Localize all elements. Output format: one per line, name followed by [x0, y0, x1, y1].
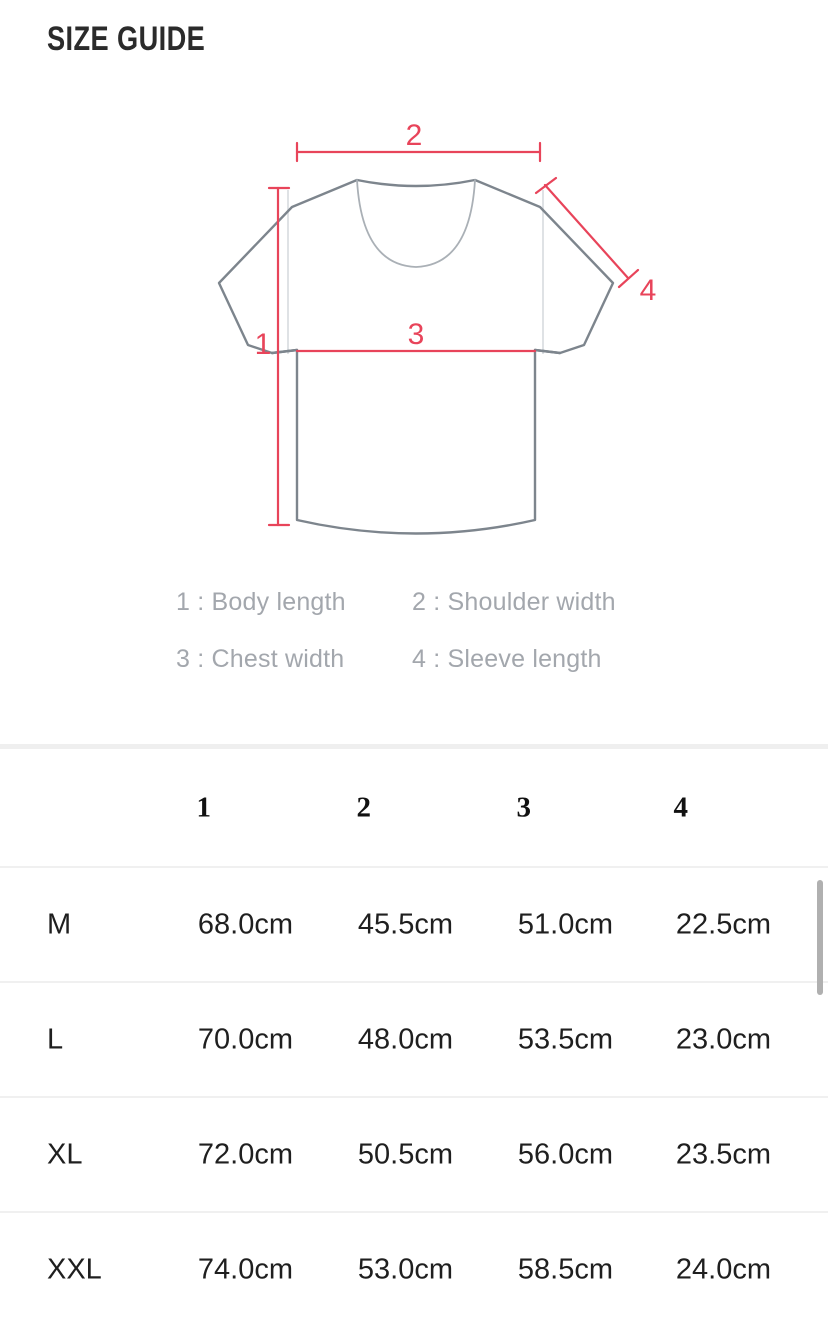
table-row: XXL 74.0cm 53.0cm 58.5cm 24.0cm — [0, 1213, 828, 1326]
column-header-1: 1 — [196, 791, 212, 823]
row-value-4: 23.5cm — [675, 1138, 771, 1170]
marker-2-line — [295, 141, 542, 163]
table-header-row: 1 2 3 4 — [0, 749, 828, 866]
row-value-4: 23.0cm — [675, 1023, 771, 1055]
row-size-label: XL — [47, 1138, 83, 1170]
scrollbar-track[interactable] — [816, 870, 824, 1000]
row-value-3: 51.0cm — [517, 908, 613, 940]
body-guide-lines — [287, 190, 544, 354]
row-value-4: 24.0cm — [675, 1253, 771, 1285]
marker-label-4: 4 — [640, 274, 657, 307]
marker-4-line — [534, 176, 640, 289]
table-row: M 68.0cm 45.5cm 51.0cm 22.5cm — [0, 868, 828, 981]
row-value-3: 56.0cm — [517, 1138, 613, 1170]
size-diagram: 2 1 3 4 — [0, 110, 828, 560]
table-row: L 70.0cm 48.0cm 53.5cm 23.0cm — [0, 983, 828, 1096]
measurement-markers — [267, 141, 640, 527]
row-value-3: 58.5cm — [517, 1253, 613, 1285]
column-header-4: 4 — [673, 791, 689, 823]
tshirt-diagram-svg: 2 1 3 4 — [217, 119, 657, 535]
row-value-1: 72.0cm — [197, 1138, 293, 1170]
row-value-1: 74.0cm — [197, 1253, 293, 1285]
marker-1-line — [267, 186, 291, 527]
measurement-legend: 1 : Body length 2 : Shoulder width 3 : C… — [0, 588, 828, 698]
row-divider — [0, 1096, 828, 1098]
row-value-4: 22.5cm — [675, 908, 771, 940]
row-size-label: L — [47, 1023, 64, 1055]
header-divider — [0, 866, 828, 868]
table-row: XL 72.0cm 50.5cm 56.0cm 23.5cm — [0, 1098, 828, 1211]
row-value-2: 53.0cm — [357, 1253, 453, 1285]
shirt-outline — [217, 178, 615, 535]
row-size-label: XXL — [47, 1253, 102, 1285]
marker-label-3: 3 — [408, 318, 425, 351]
legend-item-chest-width: 3 : Chest width — [176, 645, 345, 673]
row-size-label: M — [47, 908, 72, 940]
page-title: SIZE GUIDE — [47, 20, 206, 58]
row-value-1: 68.0cm — [197, 908, 293, 940]
column-header-3: 3 — [516, 791, 532, 823]
legend-item-sleeve-length: 4 : Sleeve length — [412, 645, 602, 673]
marker-label-2: 2 — [406, 119, 423, 152]
marker-label-1: 1 — [255, 328, 272, 361]
row-value-3: 53.5cm — [517, 1023, 613, 1055]
row-value-2: 50.5cm — [357, 1138, 453, 1170]
row-value-2: 48.0cm — [357, 1023, 453, 1055]
size-table: 1 2 3 4 M 68.0cm 45.5cm 51.0cm 22.5cm L … — [0, 744, 828, 1326]
row-value-1: 70.0cm — [197, 1023, 293, 1055]
row-divider — [0, 981, 828, 983]
scrollbar-thumb[interactable] — [817, 880, 823, 995]
legend-item-shoulder-width: 2 : Shoulder width — [412, 588, 616, 616]
row-value-2: 45.5cm — [357, 908, 453, 940]
table-top-divider — [0, 744, 828, 749]
legend-item-body-length: 1 : Body length — [176, 588, 346, 616]
row-divider — [0, 1211, 828, 1213]
column-header-2: 2 — [356, 791, 372, 823]
